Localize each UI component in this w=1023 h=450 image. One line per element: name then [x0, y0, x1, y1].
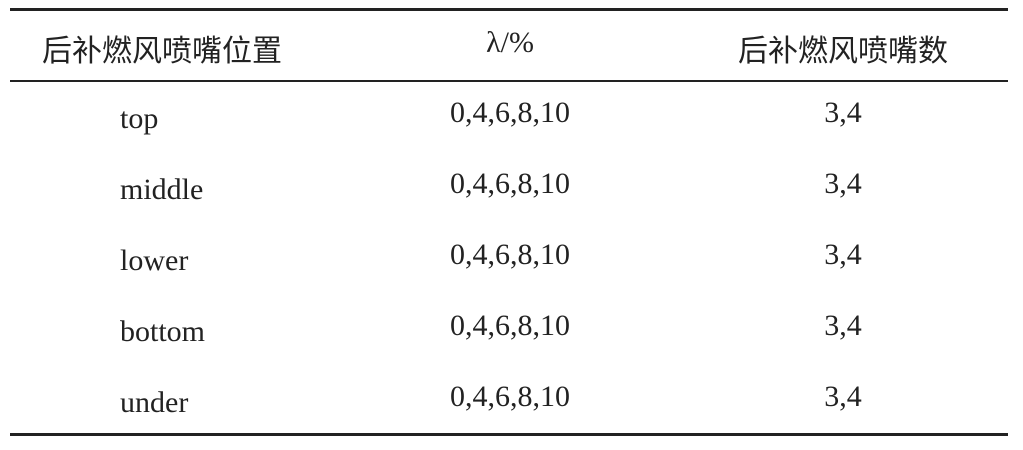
cell: 0,4,6,8,10 — [450, 96, 570, 129]
header-cell: λ/% — [486, 26, 534, 59]
row-label: under — [120, 386, 189, 419]
cell: 3,4 — [824, 167, 862, 200]
cell: 3,4 — [824, 96, 862, 129]
row-label: top — [120, 102, 159, 135]
header-cell: 后补燃风喷嘴位置 — [42, 35, 282, 68]
cell: 3,4 — [824, 309, 862, 342]
cell: 3,4 — [824, 238, 862, 271]
cell: 0,4,6,8,10 — [450, 309, 570, 342]
header-rule — [10, 80, 1008, 82]
cell: 0,4,6,8,10 — [450, 238, 570, 271]
cell: 0,4,6,8,10 — [450, 167, 570, 200]
header-cell: 后补燃风喷嘴数 — [738, 35, 948, 68]
row-label: middle — [120, 173, 204, 206]
row-label: lower — [120, 244, 189, 277]
cell: 0,4,6,8,10 — [450, 380, 570, 413]
cell: 3,4 — [824, 380, 862, 413]
top-rule — [10, 8, 1008, 11]
row-label: bottom — [120, 315, 206, 348]
bottom-rule — [10, 433, 1008, 436]
